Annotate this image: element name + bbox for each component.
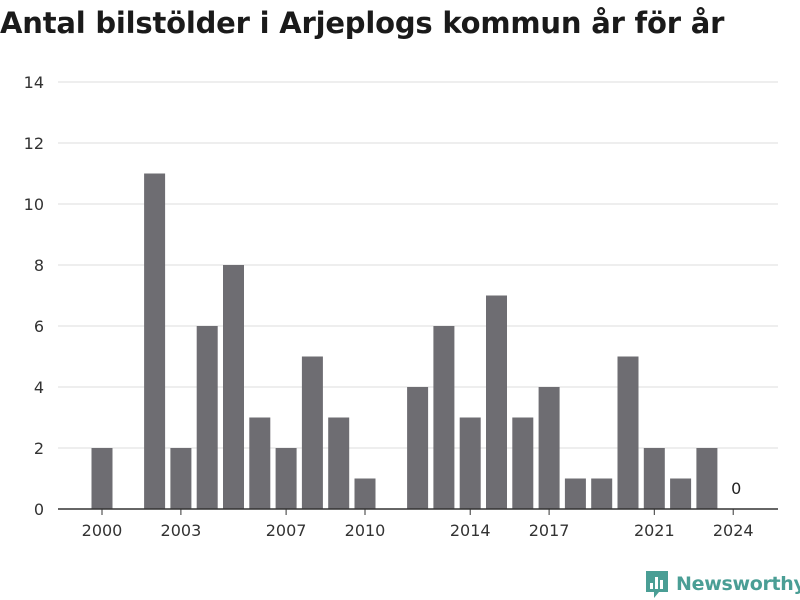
y-tick-label: 8: [34, 256, 44, 275]
bar-chart-logo-icon: [646, 571, 668, 598]
bar-2012: [407, 387, 429, 509]
bar-2005: [223, 265, 244, 509]
bar-2016: [512, 417, 534, 509]
bar-2015: [486, 295, 507, 509]
x-tick-label: 2007: [266, 521, 307, 540]
y-tick-label: 12: [24, 134, 44, 153]
y-tick-label: 4: [34, 378, 44, 397]
bar-2002: [144, 173, 166, 509]
chart-title: Antal bilstölder i Arjeplogs kommun år f…: [0, 6, 725, 40]
bar-2018: [564, 478, 586, 509]
bar-2020: [617, 356, 639, 509]
bar-2023: [696, 448, 718, 509]
bar-2004: [196, 326, 218, 509]
x-tick-label: 2024: [713, 521, 754, 540]
y-tick-label: 0: [34, 500, 44, 519]
x-tick-label: 2017: [529, 521, 570, 540]
bar-2003: [170, 448, 192, 509]
bar-2007: [275, 448, 297, 509]
x-tick-label: 2003: [161, 521, 202, 540]
brand-name: Newsworthy: [676, 573, 800, 595]
y-tick-label: 14: [24, 73, 44, 92]
newsworthy-logo: Newsworthy: [644, 569, 800, 599]
y-tick-label: 2: [34, 439, 44, 458]
bar-2017: [538, 387, 560, 509]
bars: [91, 173, 718, 509]
bar-2008: [301, 356, 323, 509]
bar-2006: [249, 417, 271, 509]
y-tick-label: 6: [34, 317, 44, 336]
bar-2022: [670, 478, 692, 509]
bar-2014: [459, 417, 481, 509]
x-axis-ticks: 2000 2003 2007 2010 2014 2017 2021 2024: [82, 509, 754, 540]
x-tick-label: 2014: [450, 521, 491, 540]
bar-2000: [91, 448, 113, 509]
y-axis-ticks: 0 2 4 6 8 10 12 14: [24, 73, 44, 519]
bar-2010: [354, 478, 376, 509]
x-tick-label: 2021: [634, 521, 675, 540]
annotations: 0: [731, 479, 741, 498]
bar-2009: [328, 417, 350, 509]
y-tick-label: 10: [24, 195, 44, 214]
bar-2019: [591, 478, 613, 509]
data-label: 0: [731, 479, 741, 498]
x-tick-label: 2000: [82, 521, 123, 540]
bar-2013: [433, 326, 455, 509]
x-tick-label: 2010: [345, 521, 386, 540]
bar-2021: [643, 448, 665, 509]
